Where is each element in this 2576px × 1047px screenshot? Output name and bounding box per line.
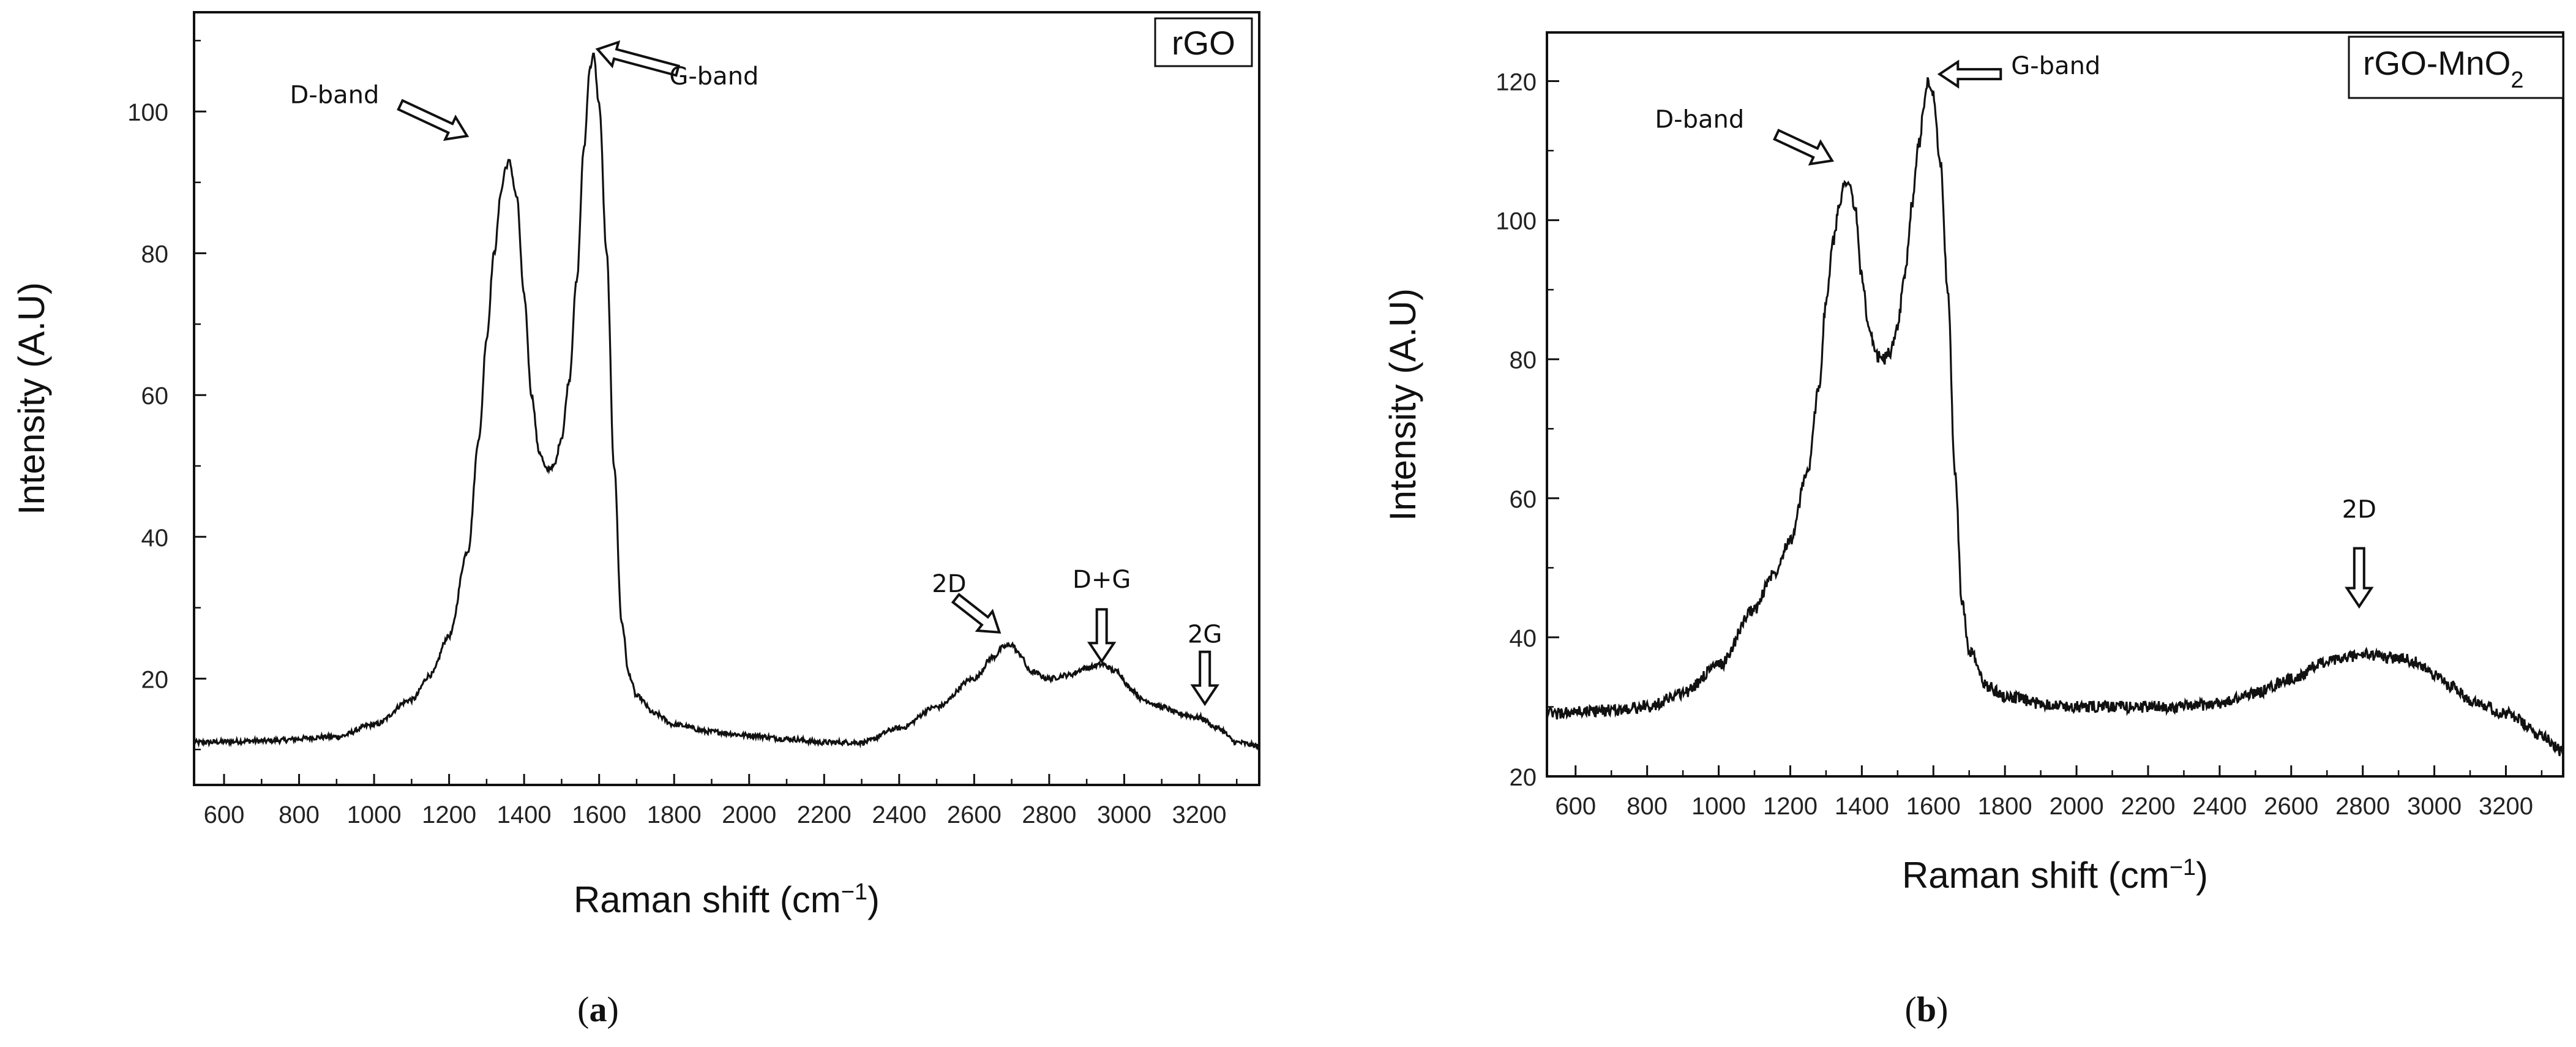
y-tick-label: 40 (1510, 625, 1537, 652)
annotation-label: G-band (669, 62, 758, 91)
x-tick-label: 1200 (422, 801, 476, 828)
x-tick-label: 800 (279, 801, 320, 828)
x-tick-label: 1200 (1763, 793, 1818, 820)
x-tick-label: 3200 (2479, 793, 2533, 820)
x-tick-label: 2400 (2192, 793, 2247, 820)
annotation-arrow (397, 99, 470, 141)
x-tick-label: 2800 (1022, 801, 1076, 828)
x-tick-label: 3200 (1172, 801, 1226, 828)
x-tick-label: 1600 (572, 801, 626, 828)
annotation-arrow (1190, 650, 1219, 707)
x-tick-label: 3000 (1097, 801, 1151, 828)
panel-a-annotations: D-band G-band 2D D+G 2G (290, 40, 1222, 707)
annotation-arrow (2345, 547, 2374, 609)
panel-a-x-tick-labels: 600 800 1000 1200 1400 1600 1800 2000 2200 2400 26… (204, 801, 1227, 828)
hollow-arrow-icon (1773, 129, 1834, 166)
x-tick-label: 800 (1627, 793, 1668, 820)
x-tick-label: 1800 (647, 801, 702, 828)
x-tick-label: 2800 (2335, 793, 2390, 820)
annotation-arrow (1937, 59, 2002, 89)
hollow-arrow-icon (1190, 650, 1219, 707)
panel-a-x-axis-title: Raman shift (cm−1) (574, 879, 880, 920)
y-tick-label: 100 (127, 99, 168, 126)
x-tick-label: 2200 (2121, 793, 2175, 820)
x-tick-label: 1400 (497, 801, 552, 828)
x-tick-label: 1600 (1906, 793, 1961, 820)
annotation-arrow (1087, 608, 1117, 664)
x-tick-label: 1000 (347, 801, 402, 828)
annotation-label: 2D (2342, 496, 2376, 524)
x-tick-label: 2600 (947, 801, 1002, 828)
panel-a-label: (a) (577, 989, 619, 1029)
panel-a-legend-box (1154, 17, 1253, 67)
annotation-arrow (1773, 129, 1834, 166)
panel-b-x-tick-labels: 600 800 1000 1200 1400 1600 1800 2000 2200 2400 26… (1555, 793, 2533, 820)
x-tick-label: 2000 (2050, 793, 2104, 820)
y-tick-label: 40 (141, 525, 169, 552)
x-tick-label: 1400 (1835, 793, 1889, 820)
panel-a-series-line (193, 53, 1260, 751)
panel-a-frame (193, 11, 1260, 786)
panel-b-y-tick-labels: 20 40 60 80 100 120 (1496, 69, 1537, 791)
annotation-label: D-band (290, 81, 380, 109)
y-tick-label: 80 (1510, 347, 1537, 374)
panel-b-y-axis-title: Intensity (A.U) (1382, 288, 1423, 521)
panel-b-legend-box (2348, 36, 2564, 99)
panel-a-y-tick-labels: 20 40 60 80 100 (127, 99, 168, 693)
hollow-arrow-icon (1087, 608, 1117, 664)
y-tick-label: 120 (1496, 69, 1537, 96)
panel-a-legend-label: rGO (1172, 24, 1235, 62)
x-tick-label: 600 (204, 801, 245, 828)
annotation-label: D+G (1073, 566, 1131, 594)
panel-b-series-line (1546, 77, 2564, 757)
hollow-arrow-icon (397, 99, 470, 141)
annotation-label: 2D (932, 570, 966, 598)
annotation-arrow (595, 40, 681, 77)
hollow-arrow-icon (595, 40, 681, 77)
y-tick-label: 100 (1496, 208, 1537, 235)
panel-b-label: (b) (1905, 989, 1949, 1029)
x-tick-label: 2000 (722, 801, 776, 828)
panel-a-y-axis-title: Intensity (A.U) (11, 282, 52, 515)
x-tick-label: 2400 (872, 801, 926, 828)
panel-a-rgo: 600 800 1000 1200 1400 1600 1800 2000 2200 2400 26… (11, 11, 1260, 1029)
panel-b-rgo-mno2: 600 800 1000 1200 1400 1600 1800 2000 2200 2400 26… (1382, 31, 2564, 1029)
x-tick-label: 2600 (2264, 793, 2318, 820)
y-tick-label: 60 (1510, 486, 1537, 513)
annotation-label: G-band (2011, 52, 2100, 80)
panel-b-legend-label: rGO-MnO2 (2363, 44, 2524, 93)
y-tick-label: 60 (141, 383, 169, 410)
annotation-label: 2G (1188, 621, 1222, 649)
y-tick-label: 80 (141, 241, 169, 268)
x-tick-label: 1000 (1691, 793, 1746, 820)
annotation-label: D-band (1655, 106, 1744, 134)
annotation-arrow (951, 593, 1002, 634)
hollow-arrow-icon (951, 593, 1002, 634)
panel-b-frame (1546, 31, 2564, 778)
x-tick-label: 2200 (797, 801, 852, 828)
x-tick-label: 3000 (2407, 793, 2462, 820)
x-tick-label: 600 (1555, 793, 1596, 820)
hollow-arrow-icon (2345, 547, 2374, 609)
y-tick-label: 20 (1510, 764, 1537, 791)
x-tick-label: 1800 (1978, 793, 2032, 820)
hollow-arrow-icon (1937, 59, 2002, 89)
panel-b-x-axis-title: Raman shift (cm−1) (1902, 855, 2208, 896)
y-tick-label: 20 (141, 666, 169, 693)
panel-b-annotations: D-band G-band 2D (1655, 52, 2376, 609)
